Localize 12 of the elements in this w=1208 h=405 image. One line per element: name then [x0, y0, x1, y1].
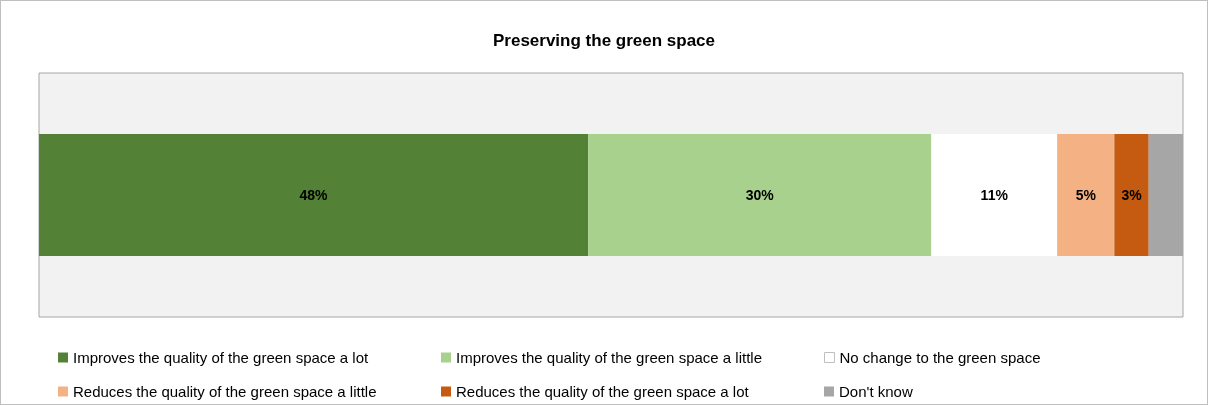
data-label: 48%: [299, 187, 329, 203]
legend-label: No change to the green space: [839, 349, 1041, 366]
data-label: 3%: [1121, 187, 1143, 203]
data-label: 11%: [980, 187, 1009, 203]
legend-label: Reduces the quality of the green space a lot: [456, 383, 750, 400]
data-label: 30%: [745, 187, 775, 203]
legend-label: Improves the quality of the green space a little: [456, 349, 763, 366]
legend-label: Don't know: [839, 383, 913, 400]
legend-label: Reduces the quality of the green space a little: [73, 383, 377, 400]
data-label: 5%: [1075, 187, 1097, 203]
legend-label: Improves the quality of the green space a lot: [73, 349, 370, 366]
chart-title: Preserving the green space: [492, 31, 716, 50]
